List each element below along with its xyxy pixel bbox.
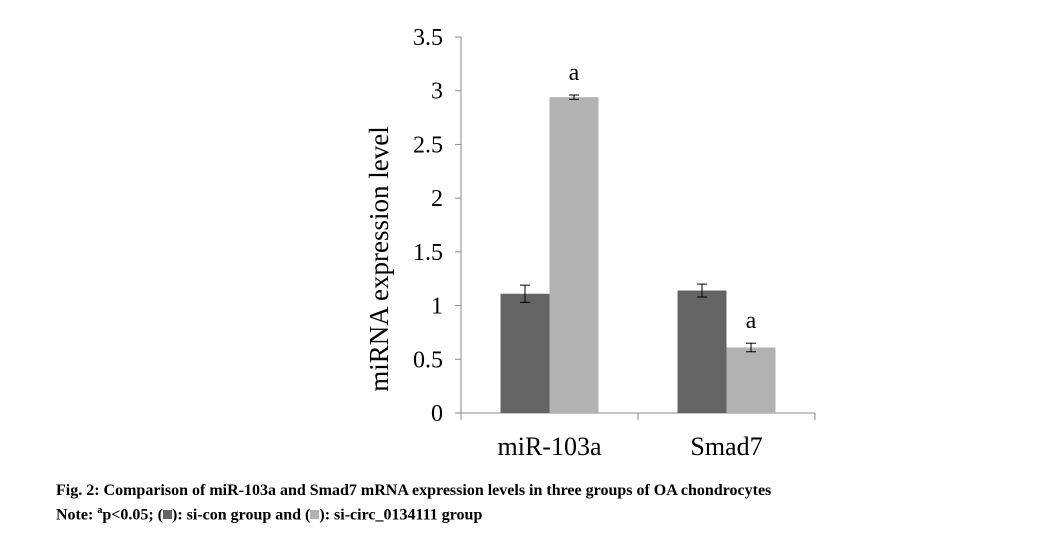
significance-label: a — [746, 308, 757, 334]
note-middle: ): si-con group and ( — [171, 506, 311, 524]
y-tick-label: 1 — [431, 294, 443, 320]
y-tick-label: 2 — [431, 186, 443, 212]
significance-label: a — [569, 60, 580, 86]
si-con-swatch — [162, 510, 172, 520]
figure-caption-title: Fig. 2: Comparison of miR-103a and Smad7… — [56, 482, 772, 499]
y-tick-label: 3.5 — [413, 25, 443, 51]
bar-chart: miRNA expression level 0 0.5 1 1.5 2 2.5 3 3.5 m… — [364, 25, 816, 461]
si-circ-swatch — [310, 510, 320, 520]
figure-caption-note: Note: ap<0.05; ( ): si-con group and ( ): … — [56, 505, 482, 524]
bar — [549, 97, 599, 413]
y-tick-label: 1.5 — [413, 240, 443, 266]
note-end: ): si-circ_0134111 group — [319, 506, 483, 524]
bar — [677, 290, 727, 413]
y-tick-label: 3 — [431, 79, 443, 105]
note-p-value: p<0.05; ( — [102, 506, 163, 524]
bar — [500, 293, 550, 413]
plot-area: 0 0.5 1 1.5 2 2.5 3 3.5 miR-103a a Smad7 a — [413, 25, 816, 461]
x-tick-label: Smad7 — [690, 432, 762, 461]
note-superscript: a — [97, 505, 103, 516]
x-tick-label: miR-103a — [498, 432, 602, 461]
note-prefix: Note: — [56, 506, 98, 524]
bar — [726, 347, 776, 413]
y-tick-label: 2.5 — [413, 132, 443, 158]
y-tick-label: 0.5 — [413, 347, 443, 373]
y-tick-label: 0 — [431, 401, 443, 427]
y-axis-label: miRNA expression level — [364, 126, 394, 391]
